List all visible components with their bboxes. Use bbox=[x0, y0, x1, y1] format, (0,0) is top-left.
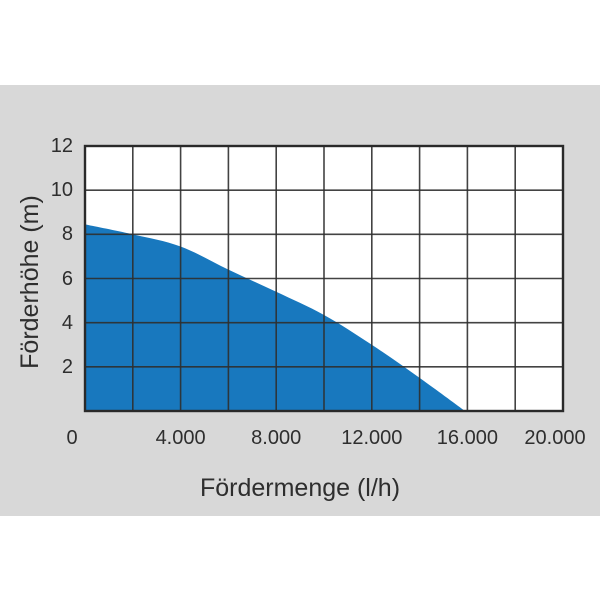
y-tick-label: 10 bbox=[50, 179, 73, 202]
x-tick-label: 4.000 bbox=[155, 427, 206, 449]
y-axis-title: Förderhöhe (m) bbox=[16, 195, 44, 369]
x-tick-label: 16.000 bbox=[436, 427, 498, 449]
y-tick-label: 4 bbox=[61, 311, 73, 334]
chart-panel: 2 4 6 8 10 12 0 4.000 8.000 12.000 16.000 20.000 F… bbox=[0, 85, 600, 516]
pump-curve-plot bbox=[83, 144, 565, 413]
x-tick-label: 0 bbox=[66, 427, 78, 449]
y-tick-label: 6 bbox=[61, 267, 73, 290]
y-tick-label: 8 bbox=[61, 223, 73, 246]
y-tick-label: 12 bbox=[50, 135, 73, 157]
x-tick-label: 20.000 bbox=[524, 427, 586, 449]
x-tick-label: 8.000 bbox=[251, 427, 302, 449]
y-tick-label: 2 bbox=[61, 355, 73, 378]
x-axis-title: Fördermenge (l/h) bbox=[199, 474, 401, 502]
x-tick-label: 12.000 bbox=[341, 427, 403, 449]
